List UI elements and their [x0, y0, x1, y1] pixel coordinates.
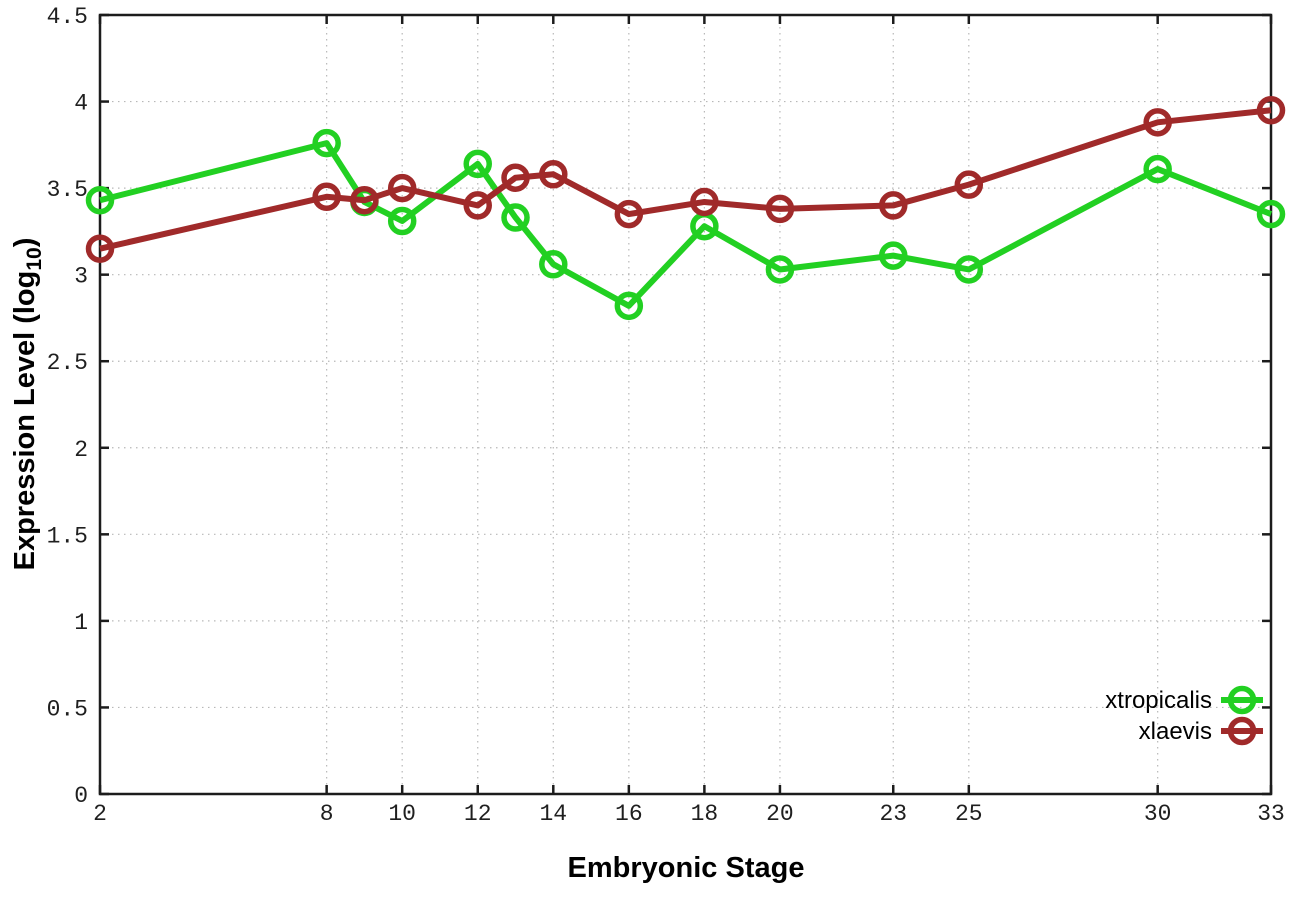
y-tick-label: 4.5	[47, 4, 88, 30]
x-tick-label: 12	[464, 801, 492, 827]
series-xtropicalis-marker	[1256, 199, 1286, 229]
x-tick-label: 2	[93, 801, 107, 827]
series-xlaevis-marker	[954, 170, 984, 199]
series-xlaevis-line	[99, 107, 1272, 252]
y-tick-label: 0.5	[47, 696, 88, 722]
series-xtropicalis-marker	[614, 291, 644, 321]
series-xtropicalis-marker	[539, 250, 568, 279]
series-xlaevis-marker	[463, 191, 492, 220]
x-tick-label: 10	[388, 801, 416, 827]
plot-border	[98, 13, 1273, 796]
legend-sample-xlaevis-marker	[1227, 716, 1257, 746]
x-tick-label: 14	[539, 801, 567, 827]
series-xlaevis-marker	[1143, 108, 1172, 137]
x-tick-label: 16	[615, 801, 643, 827]
x-tick-label: 33	[1257, 801, 1285, 827]
x-axis-label: Embryonic Stage	[568, 852, 805, 884]
y-tick-label: 1	[74, 610, 88, 636]
series-xtropicalis-marker	[1143, 154, 1172, 184]
y-tick-labels: 0 0.5 1 1.5 2 2.5 3 3.5 4 4.5	[47, 4, 88, 809]
x-tick-label: 20	[766, 801, 794, 827]
series-xlaevis-marker	[690, 187, 719, 217]
series-xlaevis-marker	[879, 191, 908, 220]
grid-layer	[99, 14, 1272, 795]
legend-label-xlaevis: xlaevis	[1139, 718, 1212, 745]
series-xtropicalis-marker	[501, 203, 530, 232]
legend-item-xlaevis: xlaevis	[1139, 716, 1263, 746]
x-tick-labels: 2 8 10 12 14 16 18 20 23 25 30 33	[93, 801, 1285, 827]
series-xtropicalis-marker	[879, 241, 908, 270]
series-layer	[85, 95, 1286, 321]
legend-sample-xtropicalis-marker	[1227, 685, 1257, 715]
x-tick-label: 18	[691, 801, 719, 827]
y-axis-label: Expression Level (log10)	[9, 238, 46, 571]
series-xlaevis-marker	[312, 182, 341, 212]
y-tick-label: 4	[74, 91, 88, 117]
series-xlaevis-marker	[1256, 95, 1286, 125]
series-xtropicalis-marker	[463, 149, 492, 179]
y-tick-label: 2	[74, 437, 88, 463]
series-xlaevis-marker	[614, 199, 644, 229]
series-xtropicalis-line	[99, 140, 1273, 309]
series-xtropicalis-marker	[387, 206, 417, 236]
y-tick-label: 0	[74, 783, 88, 809]
series-xtropicalis-marker	[765, 255, 795, 284]
y-tick-label: 2.5	[47, 350, 88, 376]
legend-label-xtropicalis: xtropicalis	[1105, 687, 1212, 714]
y-tick-label: 3.5	[47, 177, 88, 203]
x-tick-label: 8	[320, 801, 334, 827]
ticks-layer	[98, 13, 1273, 796]
series-xtropicalis-marker	[312, 128, 341, 158]
x-tick-label: 23	[879, 801, 907, 827]
x-tick-label: 25	[955, 801, 983, 827]
series-xtropicalis-marker	[954, 255, 984, 284]
y-tick-label: 3	[74, 264, 88, 290]
series-xlaevis-marker	[85, 234, 115, 263]
series-xlaevis-marker	[765, 194, 795, 224]
series-xlaevis-marker	[387, 173, 417, 203]
series-xtropicalis-marker	[85, 185, 115, 215]
y-tick-label: 1.5	[47, 523, 88, 549]
legend-item-xtropicalis: xtropicalis	[1105, 685, 1263, 715]
legend: xtropicalis xlaevis	[1105, 685, 1263, 746]
series-xlaevis-marker	[539, 160, 568, 189]
series-xlaevis-marker	[350, 185, 379, 215]
series-xlaevis-marker	[501, 163, 530, 192]
x-tick-label: 30	[1144, 801, 1172, 827]
